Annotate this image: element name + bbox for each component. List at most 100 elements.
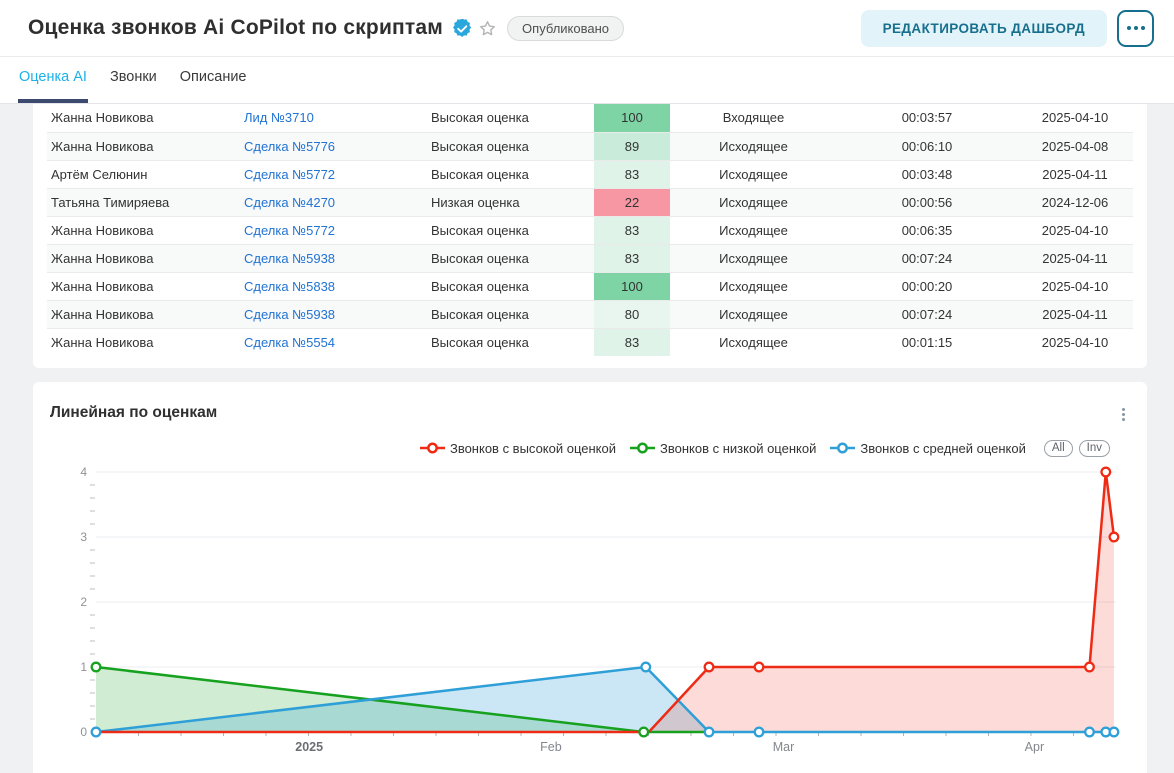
cell-call-date: 2025-04-10 — [1017, 327, 1133, 356]
cell-manager-name: Жанна Новикова — [47, 215, 240, 244]
svg-text:3: 3 — [80, 530, 87, 544]
cell-call-direction: Исходящее — [670, 327, 837, 356]
cell-grade-label: Высокая оценка — [431, 110, 529, 126]
cell-call-duration: 00:06:10 — [837, 131, 1017, 160]
table-row: Татьяна Тимиряева Сделка №4270 Низкая оц… — [47, 187, 1133, 216]
cell-call-direction: Исходящее — [670, 131, 837, 160]
cell-call-duration: 00:06:35 — [837, 215, 1017, 244]
table-row: Артём Селюнин Сделка №5772 Высокая оценк… — [47, 159, 1133, 188]
cell-grade-label: Низкая оценка — [427, 187, 594, 216]
cell-call-date: 2025-04-10 — [1017, 271, 1133, 300]
table-row: Жанна Новикова Лид №3710 Высокая оценка … — [47, 104, 1133, 132]
cell-score-badge: 100 — [594, 271, 670, 300]
tabs: Оценка AI Звонки Описание — [0, 57, 1174, 104]
chart-legend: Звонков с высокой оценкой Звонков с низк… — [50, 438, 1127, 458]
cell-manager-name: Артём Селюнин — [47, 159, 240, 188]
entity-link[interactable]: Сделка №5776 — [244, 138, 336, 154]
entity-link[interactable]: Сделка №5838 — [244, 278, 336, 294]
cell-call-date: 2025-04-08 — [1017, 131, 1133, 160]
line-chart-card: Линейная по оценкам Звонков с высокой оц… — [33, 382, 1147, 773]
tab[interactable]: Звонки — [109, 69, 157, 85]
cell-call-date: 2025-04-11 — [1017, 243, 1133, 272]
legend-toggle-button[interactable]: All — [1043, 439, 1073, 457]
cell-score-badge: 100 — [594, 104, 670, 132]
main-content: Жанна Новикова Лид №3710 Высокая оценка … — [0, 104, 1174, 773]
svg-text:Apr: Apr — [1025, 740, 1044, 754]
cell-call-date: 2024-12-06 — [1017, 187, 1133, 216]
chart-menu-icon[interactable] — [1116, 404, 1131, 425]
cell-manager-name: Жанна Новикова — [47, 271, 240, 300]
legend-label: Звонков с высокой оценкой — [449, 440, 617, 456]
cell-call-duration: 00:00:56 — [837, 187, 1017, 216]
entity-link[interactable]: Сделка №5554 — [244, 334, 336, 350]
cell-call-duration: 00:00:20 — [837, 271, 1017, 300]
tab[interactable]: Оценка AI — [18, 69, 88, 103]
page-header: Оценка звонков Ai CoPilot по скриптам Оп… — [0, 0, 1174, 57]
cell-call-direction: Исходящее — [670, 271, 837, 300]
svg-text:4: 4 — [80, 465, 87, 479]
line-chart[interactable]: 0 1 2 3 4 2025 Feb Mar Apr — [50, 460, 1127, 765]
cell-grade-label: Высокая оценка — [427, 131, 594, 160]
legend-item[interactable]: Звонков с высокой оценкой — [419, 440, 617, 456]
cell-score-badge: 83 — [594, 159, 670, 188]
entity-link[interactable]: Сделка №5938 — [244, 306, 336, 322]
cell-call-duration: 00:01:15 — [837, 327, 1017, 356]
verified-badge-icon — [453, 18, 472, 38]
page-title: Оценка звонков Ai CoPilot по скриптам — [28, 16, 444, 39]
svg-text:1: 1 — [80, 660, 87, 674]
more-options-button[interactable] — [1117, 9, 1154, 47]
legend-line-marker-icon — [419, 442, 445, 454]
cell-manager-name: Жанна Новикова — [51, 110, 154, 126]
star-icon[interactable] — [478, 19, 497, 38]
cell-manager-name: Татьяна Тимиряева — [47, 187, 240, 216]
cell-call-date: 2025-04-10 — [1017, 215, 1133, 244]
cell-grade-label: Высокая оценка — [427, 327, 594, 356]
legend-line-marker-icon — [630, 442, 656, 454]
cell-score-badge: 83 — [594, 215, 670, 244]
svg-text:0: 0 — [80, 725, 87, 739]
entity-link[interactable]: Сделка №4270 — [244, 194, 336, 210]
cell-score-badge: 22 — [594, 187, 670, 216]
calls-table-card: Жанна Новикова Лид №3710 Высокая оценка … — [33, 104, 1147, 368]
table-row: Жанна Новикова Сделка №5838 Высокая оцен… — [47, 271, 1133, 300]
cell-call-date: 2025-04-11 — [1017, 299, 1133, 328]
cell-call-duration: 00:07:24 — [837, 243, 1017, 272]
table-row: Жанна Новикова Сделка №5776 Высокая оцен… — [47, 131, 1133, 160]
cell-call-direction: Исходящее — [670, 243, 837, 272]
legend-line-marker-icon — [830, 442, 856, 454]
cell-manager-name: Жанна Новикова — [47, 299, 240, 328]
cell-call-direction: Исходящее — [670, 187, 837, 216]
chart-title: Линейная по оценкам — [50, 404, 218, 421]
cell-manager-name: Жанна Новикова — [47, 327, 240, 356]
cell-score-badge: 83 — [594, 327, 670, 356]
entity-link[interactable]: Лид №3710 — [244, 110, 314, 126]
legend-item[interactable]: Звонков с средней оценкой — [830, 441, 1026, 456]
legend-label: Звонков с низкой оценкой — [660, 440, 817, 456]
tab[interactable]: Описание — [179, 69, 247, 85]
table-row: Жанна Новикова Сделка №5772 Высокая оцен… — [47, 215, 1133, 244]
cell-manager-name: Жанна Новикова — [47, 131, 240, 160]
entity-link[interactable]: Сделка №5772 — [244, 166, 336, 182]
legend-item[interactable]: Звонков с низкой оценкой — [630, 441, 816, 456]
entity-link[interactable]: Сделка №5772 — [244, 222, 336, 238]
svg-text:2: 2 — [80, 595, 87, 609]
legend-toggle-button[interactable]: Inv — [1078, 439, 1110, 457]
cell-grade-label: Высокая оценка — [427, 243, 594, 272]
svg-text:Mar: Mar — [773, 740, 795, 754]
cell-call-direction: Входящее — [722, 110, 785, 126]
edit-dashboard-button[interactable]: РЕДАКТИРОВАТЬ ДАШБОРД — [860, 9, 1107, 47]
cell-call-direction: Исходящее — [670, 215, 837, 244]
cell-grade-label: Высокая оценка — [427, 159, 594, 188]
cell-manager-name: Жанна Новикова — [47, 243, 240, 272]
table-row: Жанна Новикова Сделка №5938 Высокая оцен… — [47, 243, 1133, 272]
table-row: Жанна Новикова Сделка №5554 Высокая оцен… — [47, 327, 1133, 356]
calls-table-body: Жанна Новикова Лид №3710 Высокая оценка … — [47, 104, 1133, 356]
legend-label: Звонков с средней оценкой — [860, 440, 1026, 456]
cell-score-badge: 83 — [594, 243, 670, 272]
cell-grade-label: Высокая оценка — [427, 215, 594, 244]
cell-score-badge: 89 — [594, 131, 670, 160]
svg-text:Feb: Feb — [540, 740, 562, 754]
ellipsis-icon — [1126, 26, 1131, 30]
entity-link[interactable]: Сделка №5938 — [244, 250, 336, 266]
cell-grade-label: Высокая оценка — [427, 299, 594, 328]
